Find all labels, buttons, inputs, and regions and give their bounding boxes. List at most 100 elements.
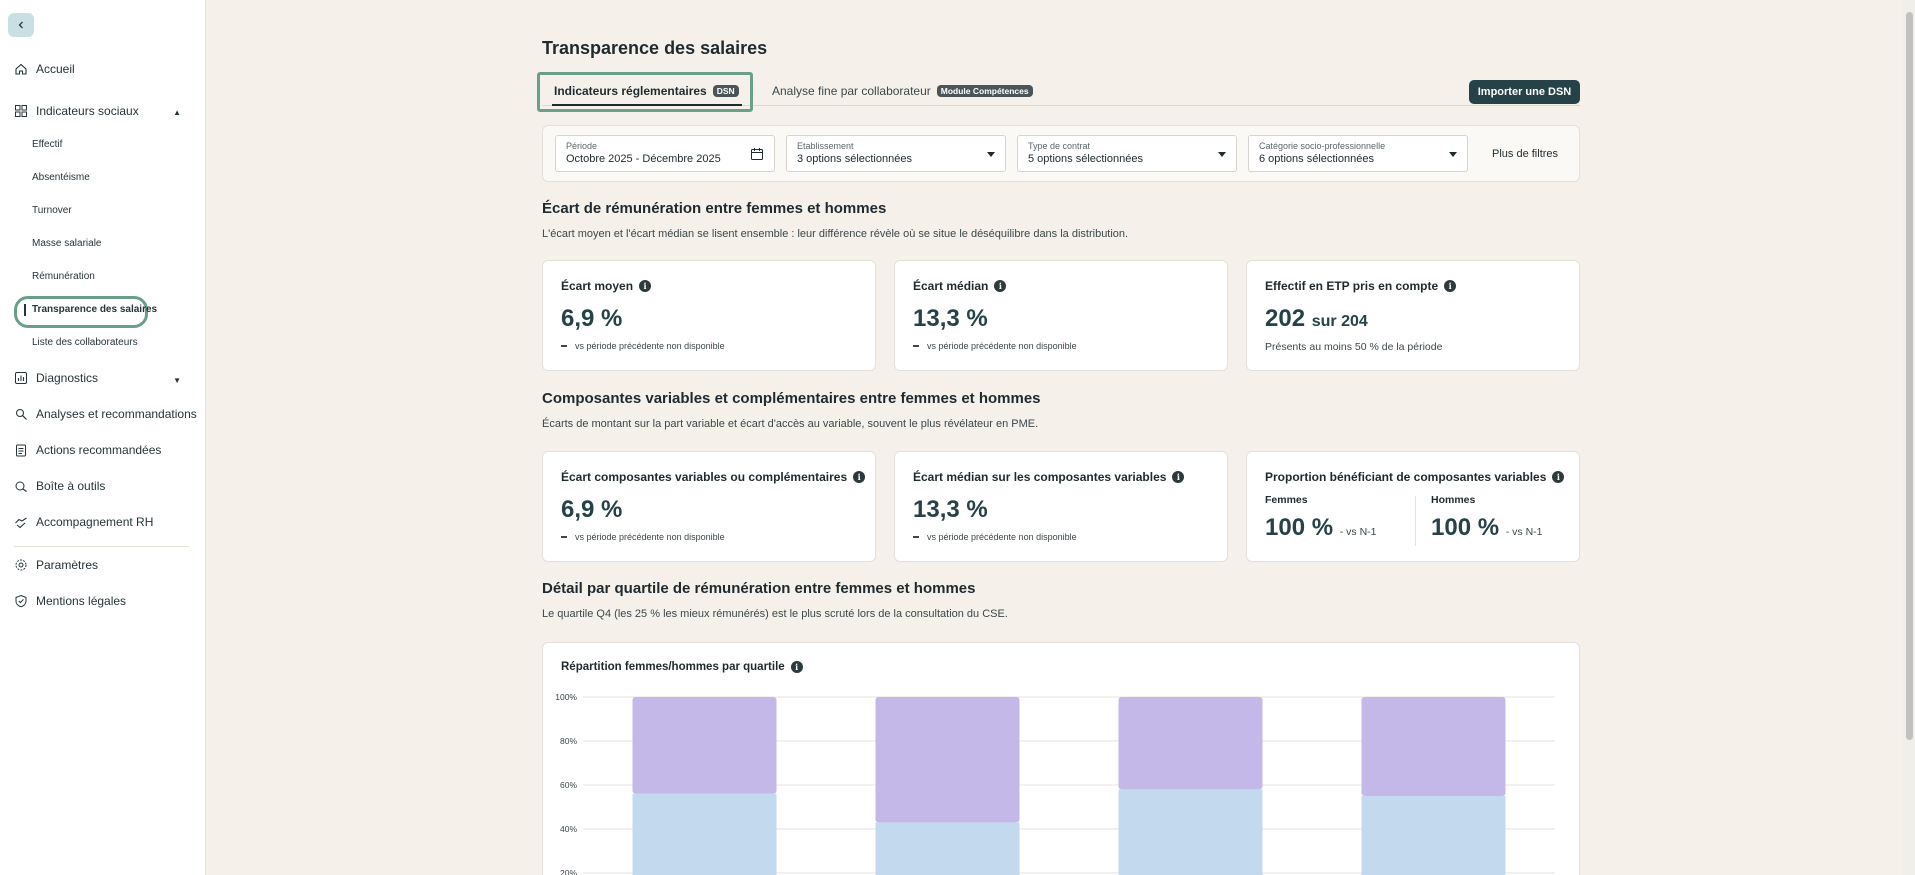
- sub-item-liste-collaborateurs[interactable]: Liste des collaborateurs: [32, 337, 138, 348]
- info-icon[interactable]: i: [790, 661, 803, 673]
- info-icon[interactable]: i: [1172, 471, 1185, 483]
- nav-home-label: Accueil: [36, 62, 75, 76]
- sub-item-effectif[interactable]: Effectif: [32, 139, 63, 150]
- nav-toolbox[interactable]: Boîte à outils: [14, 479, 105, 493]
- y-tick-label: 60%: [560, 780, 577, 790]
- kpi-note: vs période précédente non disponible: [561, 341, 725, 351]
- chevron-left-icon: [18, 21, 23, 29]
- collapse-sidebar-button[interactable]: [8, 13, 34, 37]
- kpi-note: vs période précédente non disponible: [913, 341, 1077, 351]
- bar-segment-q2-s1[interactable]: [875, 822, 1020, 875]
- kpi-card-ecart-median-variables: Écart médian sur les composantes variabl…: [894, 451, 1228, 562]
- tab-analyse-fine[interactable]: Analyse fine par collaborateur Module Co…: [772, 84, 1033, 98]
- scrollbar[interactable]: [1903, 0, 1915, 875]
- filter-label: Période: [566, 141, 598, 151]
- info-icon[interactable]: i: [994, 280, 1007, 292]
- nav-diagnostics[interactable]: Diagnostics: [14, 371, 190, 385]
- active-item-highlight: [14, 296, 148, 328]
- nav-actions-label: Actions recommandées: [36, 443, 162, 457]
- gear-icon: [15, 559, 27, 571]
- nav-support[interactable]: Accompagnement RH: [14, 515, 153, 529]
- info-icon[interactable]: i: [1444, 280, 1457, 292]
- toolbox-icon: [15, 481, 27, 492]
- nav-settings[interactable]: Paramètres: [14, 558, 98, 572]
- kpi-title-text: Proportion bénéficiant de composantes va…: [1265, 470, 1547, 484]
- kpi-note-text: vs période précédente non disponible: [927, 341, 1077, 351]
- calendar-icon: [751, 148, 763, 160]
- sidebar: Accueil Indicateurs sociaux ▲ Effectif A…: [0, 0, 206, 875]
- shield-check-icon: [15, 594, 27, 608]
- kpi-value-main: 202: [1265, 305, 1306, 332]
- women-note: - vs N-1: [1339, 526, 1377, 538]
- section-subtitle: L'écart moyen et l'écart médian se lisen…: [542, 228, 1129, 240]
- men-value-text: 100 %: [1431, 514, 1500, 541]
- bar-segment-q4-s2[interactable]: [1361, 697, 1506, 796]
- sub-item-absenteisme[interactable]: Absentéisme: [32, 172, 90, 183]
- y-tick-label: 80%: [560, 736, 577, 746]
- sub-item-turnover[interactable]: Turnover: [32, 205, 72, 216]
- section-subtitle: Écarts de montant sur la part variable e…: [542, 418, 1039, 430]
- dsn-badge: DSN: [712, 85, 739, 97]
- kpi-title: Écart médian i: [913, 279, 1007, 293]
- kpi-title: Écart médian sur les composantes variabl…: [913, 470, 1185, 484]
- men-value: 100 % - vs N-1: [1431, 514, 1542, 542]
- women-value: 100 % - vs N-1: [1265, 514, 1376, 542]
- kpi-title-text: Effectif en ETP pris en compte: [1265, 279, 1439, 293]
- caret-down-icon: [1449, 152, 1457, 157]
- bar-segment-q3-s2[interactable]: [1118, 697, 1263, 790]
- chevron-down-icon[interactable]: ▼: [173, 376, 181, 385]
- filter-value: 6 options sélectionnées: [1259, 153, 1374, 165]
- nav-legal[interactable]: Mentions légales: [14, 594, 126, 608]
- bar-segment-q4-s1[interactable]: [1361, 796, 1506, 875]
- caret-down-icon: [1218, 152, 1226, 157]
- kpi-card-ecart-moyen: Écart moyen i 6,9 % vs période précédente…: [542, 260, 876, 371]
- section-title: Écart de rémunération entre femmes et ho…: [542, 200, 887, 217]
- nav-support-label: Accompagnement RH: [36, 515, 154, 529]
- kpi-title-text: Écart moyen: [561, 279, 634, 293]
- bar-segment-q3-s1[interactable]: [1118, 789, 1263, 875]
- contract-filter[interactable]: Type de contrat 5 options sélectionnées: [1017, 135, 1237, 172]
- info-icon[interactable]: i: [853, 471, 866, 483]
- kpi-value: 13,3 %: [913, 496, 988, 523]
- y-tick-label: 100%: [555, 692, 577, 702]
- chevron-up-icon[interactable]: ▲: [173, 108, 181, 117]
- nav-indicators[interactable]: Indicateurs sociaux: [14, 104, 190, 118]
- filters-bar: Période Octobre 2025 - Décembre 2025 Eta…: [542, 125, 1580, 182]
- bar-segment-q2-s2[interactable]: [875, 697, 1020, 823]
- bar-segment-q1-s2[interactable]: [632, 697, 777, 794]
- filter-label: Etablissement: [797, 141, 854, 151]
- more-filters-button[interactable]: Plus de filtres: [1492, 148, 1559, 160]
- nav-analyses[interactable]: Analyses et recommandations: [14, 407, 197, 421]
- kpi-title-text: Écart médian: [913, 279, 989, 293]
- sub-item-transparence[interactable]: Transparence des salaires: [32, 304, 158, 315]
- nav-home[interactable]: Accueil: [14, 62, 75, 76]
- kpi-card-proportion-variables: Proportion bénéficiant de composantes va…: [1246, 451, 1580, 562]
- establishment-filter[interactable]: Etablissement 3 options sélectionnées: [786, 135, 1006, 172]
- info-icon[interactable]: i: [1552, 471, 1565, 483]
- scrollbar-thumb[interactable]: [1906, 12, 1913, 740]
- handshake-icon: [15, 517, 27, 529]
- bar-segment-q1-s1[interactable]: [632, 793, 777, 875]
- sub-item-masse-salariale[interactable]: Masse salariale: [32, 238, 102, 249]
- info-icon[interactable]: i: [639, 280, 652, 292]
- dash-icon: [913, 536, 919, 538]
- tab-indicateurs-reglementaires[interactable]: Indicateurs réglementaires DSN: [554, 84, 739, 98]
- import-dsn-button[interactable]: Importer une DSN: [1469, 80, 1580, 104]
- grid-icon: [15, 105, 27, 117]
- kpi-value: 13,3 %: [913, 305, 988, 332]
- period-filter[interactable]: Période Octobre 2025 - Décembre 2025: [555, 135, 775, 172]
- caret-down-icon: [987, 152, 995, 157]
- sub-item-remuneration[interactable]: Rémunération: [32, 271, 95, 282]
- filter-value: 3 options sélectionnées: [797, 153, 912, 165]
- category-filter[interactable]: Catégorie socio-professionnelle 6 option…: [1248, 135, 1468, 172]
- page-title: Transparence des salaires: [542, 38, 768, 58]
- dash-icon: [561, 345, 567, 347]
- chart-title: Répartition femmes/hommes par quartile i: [561, 661, 803, 673]
- filter-label: Type de contrat: [1028, 141, 1091, 151]
- kpi-note: vs période précédente non disponible: [561, 532, 725, 542]
- nav-legal-label: Mentions légales: [36, 594, 127, 608]
- analysis-icon: [16, 409, 27, 420]
- kpi-note: vs période précédente non disponible: [913, 532, 1077, 542]
- women-column: Femmes 100 % - vs N-1: [1265, 494, 1376, 542]
- nav-actions[interactable]: Actions recommandées: [14, 443, 161, 457]
